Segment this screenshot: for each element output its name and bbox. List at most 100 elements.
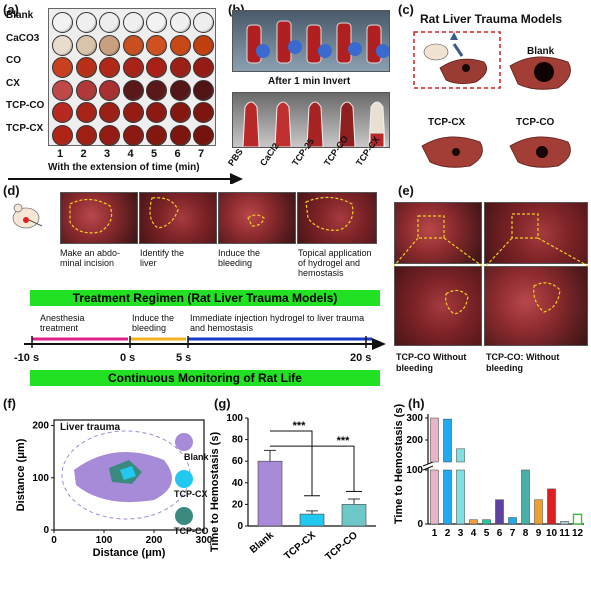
rat-icon xyxy=(12,203,42,229)
legend-tcpco: TCP-CO xyxy=(174,526,209,536)
bar xyxy=(469,519,478,525)
x-tick-label: TCP-CX xyxy=(282,530,318,563)
significance-bracket xyxy=(270,445,355,492)
tick-minus10: -10 s xyxy=(14,352,40,364)
well xyxy=(75,57,97,78)
timeline xyxy=(24,336,386,350)
well-plate xyxy=(48,8,216,146)
x-tick-label: 7 xyxy=(510,528,516,539)
panel-d-label: (d) xyxy=(3,183,20,198)
well xyxy=(99,124,120,146)
x-axis-label: Distance (μm) xyxy=(93,547,166,559)
y-tick-label: 100 xyxy=(226,413,243,424)
step-3: Induce the bleeding xyxy=(218,248,261,268)
bar xyxy=(443,469,452,525)
well xyxy=(122,57,144,78)
x-tick-label: 4 xyxy=(471,528,477,539)
panel-f-label: (f) xyxy=(3,396,16,411)
well xyxy=(169,79,191,101)
liver-photo-1 xyxy=(394,202,482,264)
time-arrow xyxy=(8,173,243,184)
well xyxy=(146,124,167,146)
well xyxy=(146,57,167,78)
x-tick-label: 200 xyxy=(146,535,163,546)
bar xyxy=(495,499,504,525)
time-caption: With the extension of time (min) xyxy=(48,162,200,173)
x-tick-label: 1 xyxy=(432,528,438,539)
tick-5: 5 s xyxy=(176,352,192,364)
x-tick-label: 10 xyxy=(546,528,558,539)
legend-tcpcx-swatch xyxy=(175,470,193,488)
bar xyxy=(560,521,569,525)
tick-0: 0 s xyxy=(120,352,136,364)
x-tick-label: 8 xyxy=(523,528,529,539)
well xyxy=(99,57,120,78)
significance-bracket xyxy=(270,430,313,496)
well xyxy=(169,102,191,123)
well xyxy=(146,102,167,123)
well xyxy=(75,79,97,101)
well xyxy=(193,79,214,101)
well xyxy=(193,57,214,78)
step-4: Topical application of hydrogel and hemo… xyxy=(298,248,372,278)
x-tick-label: 5 xyxy=(484,528,490,539)
legend-blank-swatch xyxy=(175,433,193,451)
x-tick-label: Blank xyxy=(248,530,276,556)
bar xyxy=(521,469,530,525)
x-tick-label: 12 xyxy=(572,528,584,539)
invert-caption: After 1 min Invert xyxy=(268,76,351,87)
bar xyxy=(572,513,583,525)
column-label: 5 xyxy=(151,148,158,160)
well xyxy=(99,34,120,56)
x-tick-label: 2 xyxy=(445,528,451,539)
bar xyxy=(341,504,367,527)
y-tick-label: 40 xyxy=(232,478,244,489)
y-tick-label: 0 xyxy=(417,519,423,530)
panel-c-title: Rat Liver Trauma Models xyxy=(420,12,563,26)
x-tick-label: 6 xyxy=(497,528,503,539)
y-axis-label: Distance (μm) xyxy=(15,438,27,511)
well xyxy=(169,124,191,146)
monitoring-banner: Continuous Monitoring of Rat Life xyxy=(30,370,380,386)
phase-2: Induce the bleeding xyxy=(132,313,175,333)
well xyxy=(75,34,97,56)
bar xyxy=(430,417,439,463)
significance-marker: *** xyxy=(337,435,351,447)
well xyxy=(52,12,73,33)
row-label: TCP-CX xyxy=(6,122,44,134)
y-tick-label: 20 xyxy=(232,499,244,510)
legend-tcpco-swatch xyxy=(175,507,193,525)
bar xyxy=(534,499,543,525)
tcpcx-region xyxy=(120,466,136,480)
x-tick-label: TCP-CO xyxy=(323,530,360,563)
bar xyxy=(456,448,465,463)
tubes-photo-bottom xyxy=(232,92,390,148)
zoom-boxes xyxy=(394,213,588,315)
well xyxy=(99,102,120,123)
column-label: 4 xyxy=(127,148,134,160)
well xyxy=(99,12,120,33)
well xyxy=(52,102,73,123)
legend-tcpcx: TCP-CX xyxy=(174,489,208,499)
y-tick-label: 100 xyxy=(406,465,423,476)
panel-a-label: (a) xyxy=(3,2,19,17)
model-label-blank: Blank xyxy=(527,46,555,57)
row-label: CaCO3 xyxy=(6,32,40,44)
well xyxy=(52,57,73,78)
row-label: Blank xyxy=(6,10,34,21)
legend-f xyxy=(175,433,193,525)
x-tick-label: 11 xyxy=(559,528,570,539)
panel-e-label: (e) xyxy=(398,183,414,198)
surgery-photo-1 xyxy=(60,192,138,244)
y-tick-label: 200 xyxy=(406,435,423,446)
well xyxy=(193,34,214,56)
x-tick-label: 9 xyxy=(536,528,542,539)
well xyxy=(169,57,191,78)
panel-c-label: (c) xyxy=(398,2,414,17)
well xyxy=(146,34,167,56)
well xyxy=(52,79,73,101)
panel-h-label: (h) xyxy=(408,396,425,411)
axis-break xyxy=(422,461,434,471)
e-caption-1: TCP-CO Without bleeding xyxy=(396,352,467,373)
